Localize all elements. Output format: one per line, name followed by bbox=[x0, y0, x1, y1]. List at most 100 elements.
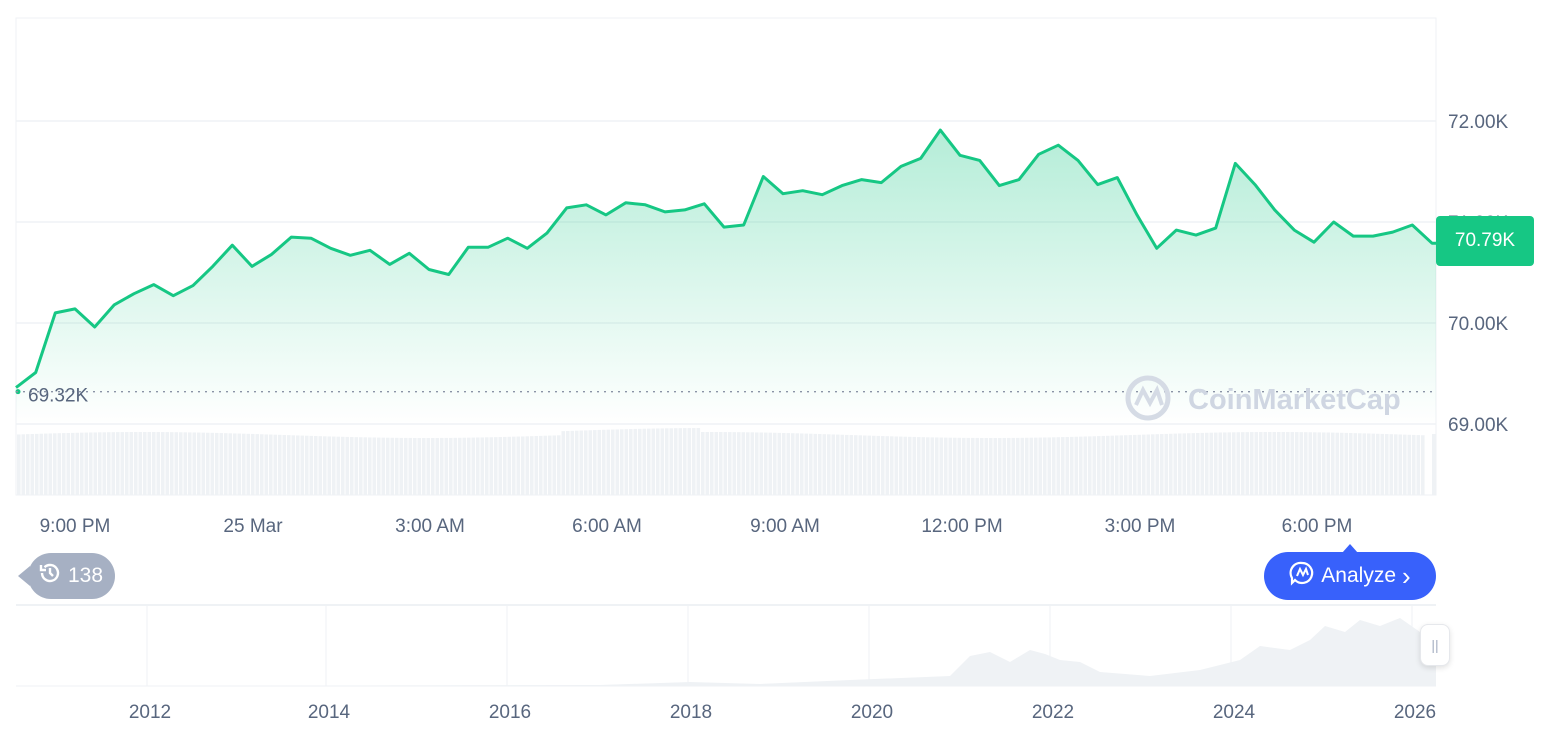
volume-bar bbox=[264, 434, 269, 495]
price-line bbox=[15, 128, 1436, 389]
volume-bar bbox=[854, 435, 858, 495]
volume-bar bbox=[1119, 435, 1124, 495]
volume-bar bbox=[161, 432, 165, 495]
volume-bar bbox=[417, 437, 422, 495]
volume-bar bbox=[606, 429, 611, 495]
volume-bar bbox=[17, 434, 21, 495]
volume-bar bbox=[1335, 432, 1340, 495]
volume-bar bbox=[1421, 435, 1425, 495]
volume-bar bbox=[75, 432, 80, 495]
volume-bar bbox=[953, 437, 957, 495]
volume-bar bbox=[1065, 436, 1070, 495]
navigator[interactable]: 2012 2014 2016 2018 2020 2022 2024 2026 bbox=[16, 604, 1436, 723]
volume-bar bbox=[1227, 432, 1232, 495]
volume-bar bbox=[1029, 437, 1034, 495]
volume-bar bbox=[966, 437, 971, 495]
volume-bar bbox=[948, 437, 953, 495]
volume-bar bbox=[723, 432, 728, 495]
volume-bar bbox=[1074, 436, 1079, 495]
volume-bar bbox=[732, 432, 737, 495]
analyze-button[interactable]: Analyze › bbox=[1264, 544, 1436, 600]
volume-bar bbox=[390, 437, 395, 495]
history-button[interactable]: 138 bbox=[17, 553, 116, 599]
volume-bar bbox=[1007, 437, 1011, 495]
volume-bar bbox=[516, 436, 521, 495]
volume-bar bbox=[174, 432, 179, 495]
volume-bar bbox=[395, 437, 399, 495]
volume-bar bbox=[741, 432, 746, 495]
volume-bar bbox=[125, 432, 129, 495]
volume-bar bbox=[899, 436, 903, 495]
volume-bar bbox=[1020, 437, 1025, 495]
volume-bar bbox=[62, 433, 66, 495]
volume-bar bbox=[332, 436, 336, 495]
volume-bar bbox=[1277, 432, 1281, 495]
watermark-text: CoinMarketCap bbox=[1188, 384, 1401, 416]
x-tick-label: 9:00 AM bbox=[750, 516, 820, 537]
volume-bar bbox=[1358, 433, 1362, 495]
volume-bar bbox=[53, 433, 57, 495]
y-tick-label: 69.00K bbox=[1448, 415, 1509, 436]
volume-bar bbox=[570, 430, 575, 495]
volume-bar bbox=[1128, 435, 1133, 495]
current-price-badge: 70.79K bbox=[1436, 216, 1534, 266]
volume-bar bbox=[930, 437, 935, 495]
x-tick-label: 25 Mar bbox=[223, 516, 283, 537]
volume-bar bbox=[44, 433, 48, 495]
volume-bar bbox=[80, 432, 84, 495]
volume-bar bbox=[1218, 432, 1223, 495]
x-tick-label: 6:00 PM bbox=[1282, 516, 1353, 537]
volume-bar bbox=[669, 428, 674, 495]
volume-bar bbox=[1079, 436, 1083, 495]
volume-bar bbox=[737, 432, 741, 495]
volume-bar bbox=[152, 432, 156, 495]
x-tick-label: 9:00 PM bbox=[40, 516, 111, 537]
volume-bar bbox=[1380, 433, 1385, 495]
volume-bar bbox=[759, 432, 764, 495]
volume-bar bbox=[1389, 434, 1394, 495]
volume-bar bbox=[129, 432, 134, 495]
volume-bar bbox=[21, 434, 26, 495]
x-tick-label: 3:00 AM bbox=[395, 516, 465, 537]
volume-bar bbox=[1047, 437, 1052, 495]
volume-bar bbox=[260, 434, 264, 495]
volume-bar bbox=[273, 434, 278, 495]
volume-bar bbox=[561, 431, 566, 495]
volume-bar bbox=[525, 436, 530, 495]
volume-bar bbox=[296, 435, 300, 495]
volume-bar bbox=[813, 433, 818, 495]
volume-bar bbox=[323, 436, 327, 495]
volume-bar bbox=[800, 433, 804, 495]
volume-bar bbox=[1106, 435, 1110, 495]
volume-bar bbox=[1290, 432, 1295, 495]
volume-bar bbox=[1155, 434, 1160, 495]
volume-bar bbox=[1263, 432, 1268, 495]
volume-bar bbox=[764, 432, 768, 495]
volume-bar bbox=[1304, 432, 1308, 495]
volume-bar bbox=[579, 430, 584, 495]
volume-bar bbox=[975, 437, 980, 495]
volume-bar bbox=[476, 437, 480, 495]
volume-bar bbox=[399, 437, 404, 495]
volume-bar bbox=[381, 437, 386, 495]
volume-bar bbox=[1164, 433, 1169, 495]
x-tick-label: 6:00 AM bbox=[572, 516, 642, 537]
volume-bar bbox=[822, 434, 827, 495]
navigator-handle[interactable]: || bbox=[1420, 624, 1450, 666]
volume-bar bbox=[336, 436, 341, 495]
volume-bar bbox=[197, 432, 201, 495]
volume-bar bbox=[858, 435, 863, 495]
volume-bar bbox=[710, 432, 714, 495]
volume-bar bbox=[656, 428, 660, 495]
analyze-label: Analyze bbox=[1321, 564, 1397, 587]
navigator-tick-label: 2022 bbox=[1032, 702, 1074, 723]
volume-bar bbox=[944, 437, 948, 495]
volume-bar bbox=[467, 437, 471, 495]
navigator-area bbox=[16, 618, 1436, 686]
volume-bar bbox=[1056, 437, 1061, 495]
volume-bar bbox=[714, 432, 719, 495]
volume-bar bbox=[863, 435, 867, 495]
volume-bar bbox=[1124, 435, 1128, 495]
history-icon bbox=[38, 561, 62, 591]
